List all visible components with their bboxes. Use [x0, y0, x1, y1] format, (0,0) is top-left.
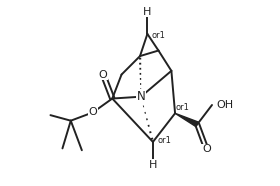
- Text: or1: or1: [151, 31, 165, 40]
- Text: H: H: [143, 7, 151, 17]
- Text: N: N: [137, 90, 145, 103]
- Text: or1: or1: [158, 136, 172, 145]
- Text: H: H: [149, 160, 157, 170]
- Text: or1: or1: [176, 103, 189, 112]
- Text: OH: OH: [217, 100, 234, 110]
- Polygon shape: [175, 113, 199, 127]
- Text: O: O: [88, 107, 97, 117]
- Text: O: O: [99, 70, 108, 80]
- Text: O: O: [202, 144, 211, 154]
